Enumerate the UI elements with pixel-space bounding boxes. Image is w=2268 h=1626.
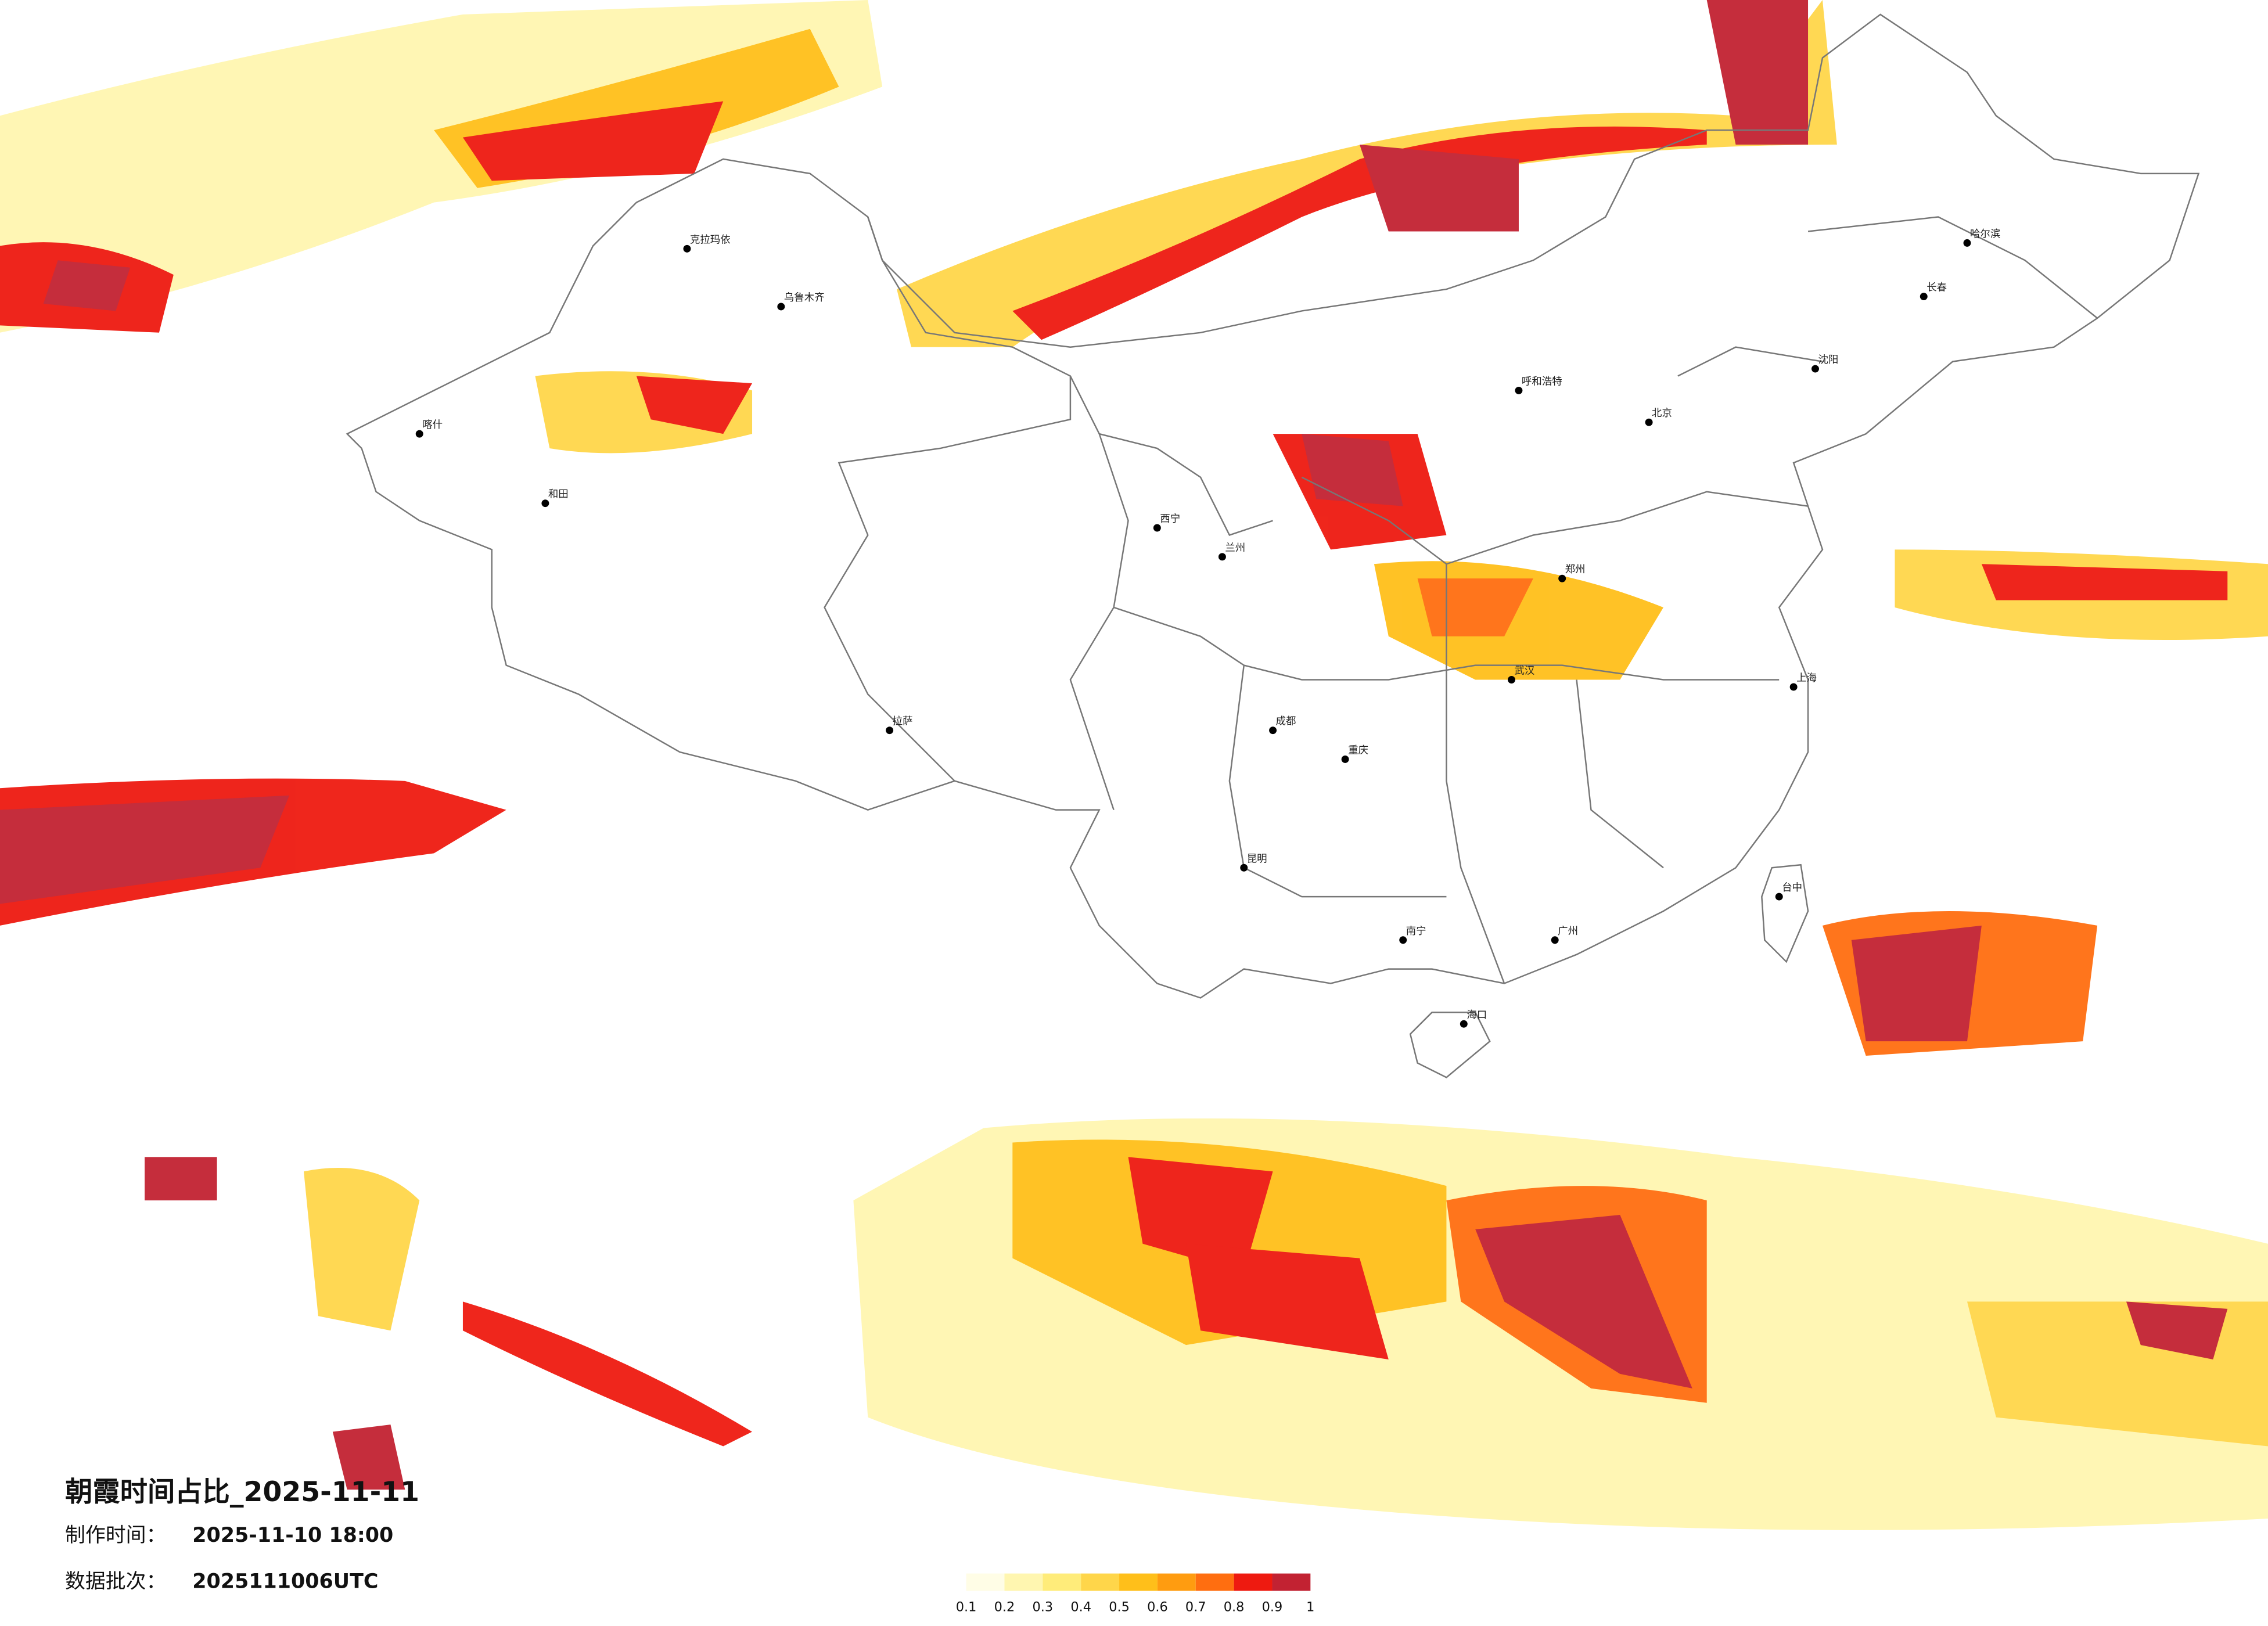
city-label: 喀什: [422, 419, 443, 431]
city-dot: [1920, 293, 1928, 301]
legend-tick-label: 1: [1306, 1599, 1314, 1614]
city-dot: [1218, 553, 1226, 561]
city-dot: [1508, 676, 1515, 684]
city-label: 台中: [1782, 882, 1802, 894]
city-label: 昆明: [1247, 853, 1267, 865]
city-dot: [1811, 365, 1819, 373]
legend-swatch: [1004, 1573, 1043, 1591]
city-dot: [1789, 683, 1798, 691]
legend-swatch: [1234, 1573, 1273, 1591]
legend-swatch: [1272, 1573, 1311, 1591]
city-label: 克拉玛依: [690, 234, 731, 246]
city-label: 沈阳: [1818, 354, 1838, 366]
city-dot: [1460, 1020, 1468, 1028]
city-label: 海口: [1467, 1009, 1487, 1021]
map-title: 朝霞时间占比_2025-11-11: [65, 1476, 419, 1508]
city-dot: [1963, 239, 1971, 247]
city-label: 西宁: [1160, 513, 1180, 525]
city-dot: [415, 430, 423, 438]
city-label: 哈尔滨: [1970, 228, 2000, 240]
city-dot: [1775, 893, 1783, 901]
legend-swatch: [966, 1573, 1005, 1591]
city-label: 北京: [1652, 408, 1672, 419]
legend-tick-label: 0.8: [1224, 1599, 1245, 1614]
city-label: 南宁: [1406, 926, 1426, 937]
legend-tick-label: 0.5: [1109, 1599, 1130, 1614]
city-dot: [886, 726, 894, 735]
city-label: 武汉: [1514, 665, 1534, 677]
city-dot: [1399, 936, 1407, 944]
legend-tick-label: 0.4: [1070, 1599, 1091, 1614]
legend-tick-label: 0.7: [1185, 1599, 1206, 1614]
legend-tick-label: 0.9: [1262, 1599, 1283, 1614]
cloud-field: [0, 0, 2268, 1530]
made-label: 制作时间：: [65, 1524, 166, 1547]
city-label: 和田: [548, 489, 569, 501]
city-dot: [777, 303, 785, 311]
legend-tick-label: 0.1: [956, 1599, 977, 1614]
city-label: 兰州: [1225, 542, 1245, 554]
city-label: 乌鲁木齐: [784, 292, 825, 304]
legend-swatch: [1195, 1573, 1234, 1591]
city-label: 上海: [1796, 672, 1817, 684]
city-label: 长春: [1926, 282, 1947, 294]
city-dot: [1240, 864, 1248, 872]
legend-swatch: [1157, 1573, 1196, 1591]
city-dot: [1551, 936, 1559, 944]
city-label: 重庆: [1348, 745, 1368, 757]
batch-value: 2025111006UTC: [192, 1570, 378, 1593]
city-label: 郑州: [1565, 564, 1586, 575]
city-dot: [1269, 726, 1277, 735]
city-dot: [1515, 386, 1523, 394]
legend-tick-label: 0.6: [1147, 1599, 1168, 1614]
city-dot: [1645, 418, 1653, 426]
city-dot: [683, 244, 691, 253]
city-label: 广州: [1558, 926, 1578, 937]
city-dot: [1558, 574, 1566, 582]
city-dot: [541, 499, 549, 508]
borders: [346, 13, 2200, 1078]
city-label: 成都: [1276, 716, 1296, 728]
city-label: 呼和浩特: [1522, 376, 1562, 387]
legend-tick-label: 0.3: [1033, 1599, 1054, 1614]
made-value: 2025-11-10 18:00: [192, 1524, 393, 1547]
legend: 0.1 0.2 0.3 0.4 0.5 0.6 0.7 0.8 0.9 1: [956, 1573, 1314, 1614]
legend-swatch: [1043, 1573, 1081, 1591]
city-dot: [1153, 524, 1161, 532]
legend-swatch: [1081, 1573, 1120, 1591]
legend-tick-label: 0.2: [994, 1599, 1015, 1614]
batch-label: 数据批次：: [65, 1570, 166, 1593]
city-dot: [1341, 756, 1349, 763]
legend-swatch: [1119, 1573, 1158, 1591]
city-label: 拉萨: [893, 716, 913, 728]
